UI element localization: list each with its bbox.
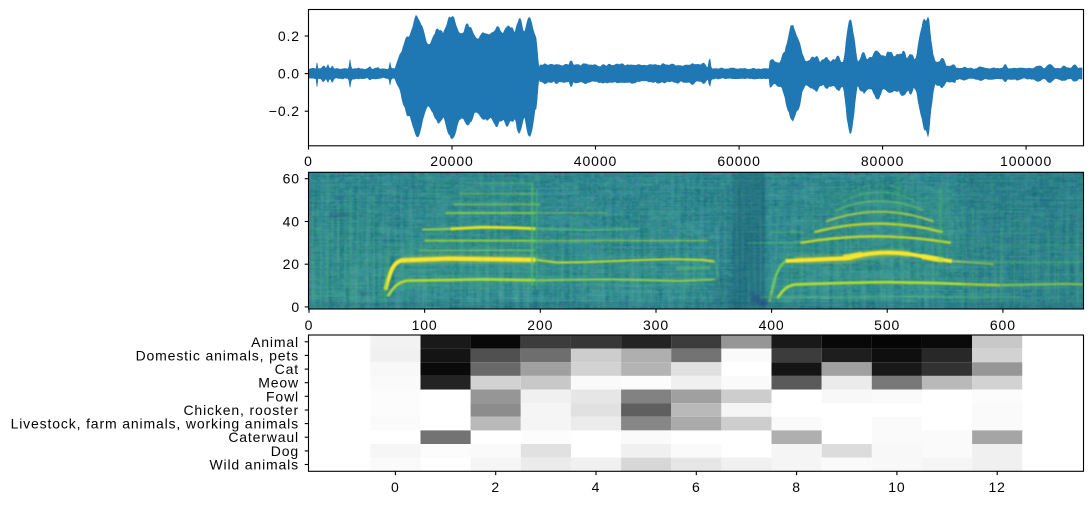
svg-text:0.0: 0.0 <box>278 66 300 82</box>
svg-text:Meow: Meow <box>258 375 299 391</box>
svg-text:Domestic animals, pets: Domestic animals, pets <box>136 347 299 363</box>
svg-text:400: 400 <box>759 317 785 333</box>
svg-text:0.2: 0.2 <box>278 28 300 44</box>
svg-text:40000: 40000 <box>574 153 617 169</box>
svg-text:0: 0 <box>391 479 400 495</box>
svg-text:Chicken, rooster: Chicken, rooster <box>183 402 299 418</box>
svg-text:600: 600 <box>990 317 1016 333</box>
svg-text:Animal: Animal <box>251 334 299 350</box>
svg-text:2: 2 <box>491 479 500 495</box>
svg-text:60: 60 <box>283 171 300 187</box>
svg-text:100000: 100000 <box>1000 153 1052 169</box>
svg-text:0: 0 <box>304 153 313 169</box>
svg-text:10: 10 <box>888 479 905 495</box>
svg-text:60000: 60000 <box>717 153 760 169</box>
svg-text:200: 200 <box>527 317 553 333</box>
svg-text:Cat: Cat <box>275 361 299 377</box>
svg-text:20000: 20000 <box>430 153 473 169</box>
svg-text:80000: 80000 <box>861 153 904 169</box>
svg-text:Wild animals: Wild animals <box>209 457 299 473</box>
svg-text:Dog: Dog <box>271 443 299 459</box>
svg-text:Fowl: Fowl <box>266 388 299 404</box>
svg-text:0: 0 <box>291 299 300 315</box>
svg-text:4: 4 <box>592 479 601 495</box>
svg-text:Livestock, farm animals, worki: Livestock, farm animals, working animals <box>11 416 299 432</box>
svg-text:100: 100 <box>412 317 438 333</box>
svg-text:Caterwaul: Caterwaul <box>228 429 299 445</box>
svg-text:300: 300 <box>643 317 669 333</box>
svg-text:8: 8 <box>792 479 801 495</box>
svg-text:0: 0 <box>305 317 314 333</box>
svg-text:6: 6 <box>692 479 701 495</box>
svg-text:500: 500 <box>874 317 900 333</box>
svg-text:20: 20 <box>283 256 300 272</box>
svg-text:−0.2: −0.2 <box>269 103 300 119</box>
svg-text:12: 12 <box>989 479 1006 495</box>
svg-text:40: 40 <box>283 214 300 230</box>
